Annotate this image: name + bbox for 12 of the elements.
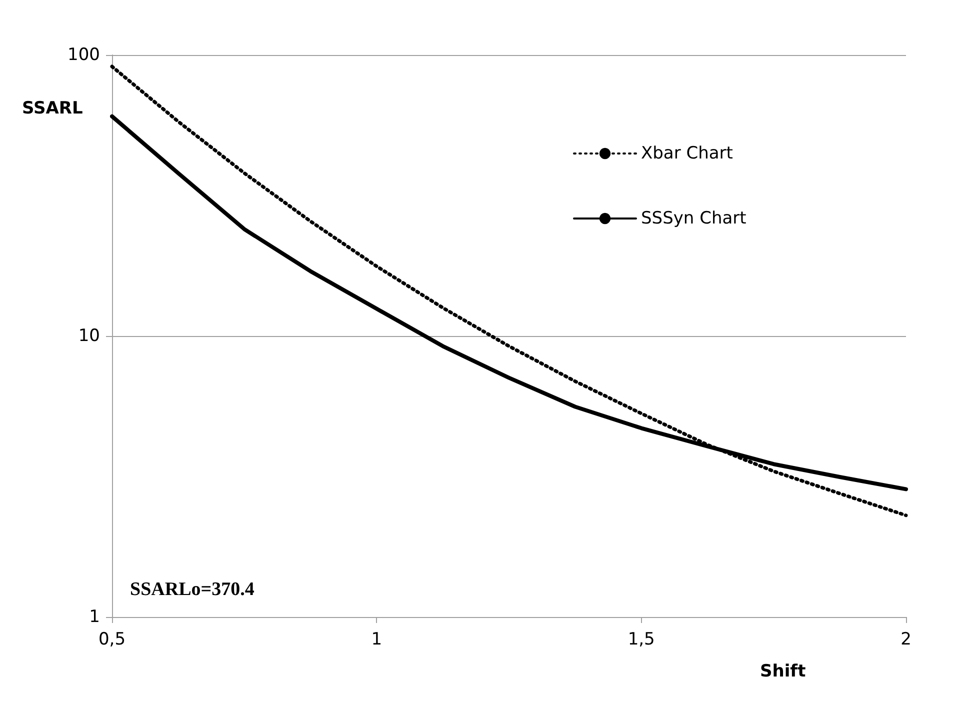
- x-tick-label: 0,5: [98, 630, 126, 650]
- annotation: SSARLo=370.4: [130, 579, 255, 600]
- x-axis-title: Shift: [760, 662, 806, 682]
- legend-label: SSSyn Chart: [641, 208, 747, 228]
- y-tick-label: 10: [78, 326, 100, 346]
- x-tick-label: 1: [371, 630, 382, 650]
- y-tick-label: 1: [89, 607, 100, 627]
- y-axis-title: SSARL: [22, 98, 83, 118]
- legend-label: Xbar Chart: [641, 144, 734, 164]
- y-tick-label: 100: [68, 45, 100, 65]
- x-tick-label: 1,5: [628, 630, 655, 650]
- x-tick-label: 2: [900, 630, 912, 650]
